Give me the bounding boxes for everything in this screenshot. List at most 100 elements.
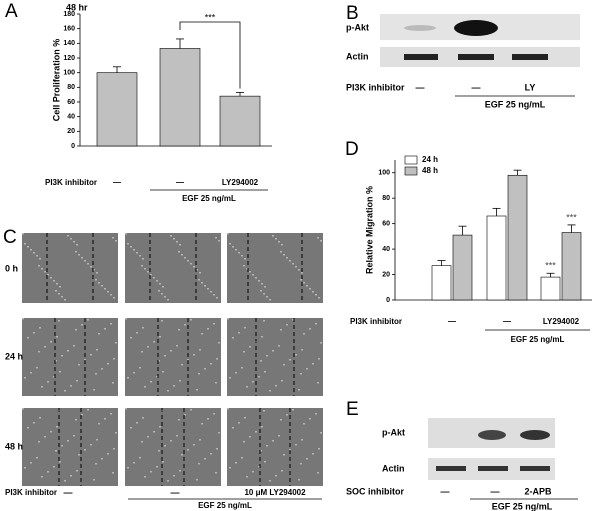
cell <box>59 461 61 463</box>
y-tick-label: 160 <box>63 26 75 33</box>
cell <box>210 453 212 455</box>
cell <box>190 409 192 411</box>
cell <box>318 358 320 360</box>
band <box>520 430 550 440</box>
cell <box>113 448 115 450</box>
cell <box>229 377 231 379</box>
cell <box>70 475 72 477</box>
cell <box>229 467 231 469</box>
cell <box>218 240 220 242</box>
cell <box>24 377 26 379</box>
cell <box>241 255 243 257</box>
cell <box>64 480 66 482</box>
cell <box>159 283 161 285</box>
cell <box>283 254 285 256</box>
cell <box>252 381 254 383</box>
cell <box>39 327 41 329</box>
cell <box>47 274 49 276</box>
cell <box>278 345 280 347</box>
bar <box>159 48 201 147</box>
cell <box>153 277 155 279</box>
cell <box>280 329 282 331</box>
y-tick-label: 140 <box>63 40 75 47</box>
cell <box>64 390 66 392</box>
legend-label: 24 h <box>422 155 438 164</box>
cell <box>104 418 106 420</box>
cell <box>33 252 35 254</box>
y-tick-label: 180 <box>63 11 75 18</box>
row-label: SOC inhibitor <box>346 486 404 496</box>
bar <box>219 95 261 147</box>
cell <box>147 436 149 438</box>
condition: — <box>416 82 425 92</box>
x-tick-label: — <box>113 178 121 187</box>
bar <box>452 234 473 301</box>
cell <box>300 279 302 281</box>
cell <box>59 371 61 373</box>
cell <box>213 323 215 325</box>
panel-label: E <box>346 399 359 420</box>
cell <box>115 342 117 344</box>
micrograph <box>227 318 323 396</box>
cell <box>249 271 251 273</box>
legend-swatch <box>404 155 418 165</box>
cell <box>204 458 206 460</box>
cell <box>235 372 237 374</box>
cell <box>156 376 158 378</box>
cell <box>173 238 175 240</box>
cell <box>96 439 98 441</box>
y-tick-label: 100 <box>378 170 390 177</box>
cell <box>53 376 55 378</box>
cell <box>84 359 86 361</box>
cell <box>170 235 172 237</box>
cell <box>244 327 246 329</box>
cell <box>162 371 164 373</box>
band <box>458 54 494 60</box>
cell <box>281 380 283 382</box>
cell <box>306 458 308 460</box>
row-label: p-Akt <box>382 427 405 437</box>
cell <box>238 422 240 424</box>
cell <box>167 390 169 392</box>
cell <box>196 389 198 391</box>
bar <box>96 72 138 147</box>
cell <box>127 377 129 379</box>
y-tick-label: 40 <box>67 114 75 121</box>
cell <box>179 470 181 472</box>
cell <box>232 337 234 339</box>
cell <box>55 290 57 292</box>
cell <box>47 381 49 383</box>
cell <box>59 286 61 288</box>
cell <box>306 285 308 287</box>
group-label: EGF 25 ng/mL <box>485 99 546 109</box>
condition: — <box>441 486 450 496</box>
cell <box>246 476 248 478</box>
cell <box>142 258 144 260</box>
cell <box>255 431 257 433</box>
cell <box>187 260 189 262</box>
cell <box>303 423 305 425</box>
cell <box>261 426 263 428</box>
cell <box>44 271 46 273</box>
cell <box>27 427 29 429</box>
x-tick-label: — <box>448 317 456 326</box>
row-label: p-Akt <box>346 22 369 32</box>
significance-bracket <box>179 21 241 89</box>
cell <box>76 244 78 246</box>
cell <box>198 373 200 375</box>
cell <box>260 450 262 452</box>
cell <box>179 380 181 382</box>
cell <box>87 319 89 321</box>
cell <box>167 480 169 482</box>
cell <box>112 472 114 474</box>
cell <box>309 328 311 330</box>
cell <box>315 294 317 296</box>
cell <box>298 479 300 481</box>
band <box>478 430 506 440</box>
cell <box>95 279 97 281</box>
cell <box>76 470 78 472</box>
cell <box>161 293 163 295</box>
cell <box>176 435 178 437</box>
cell <box>266 355 268 357</box>
time-label: 24 h <box>5 351 23 361</box>
